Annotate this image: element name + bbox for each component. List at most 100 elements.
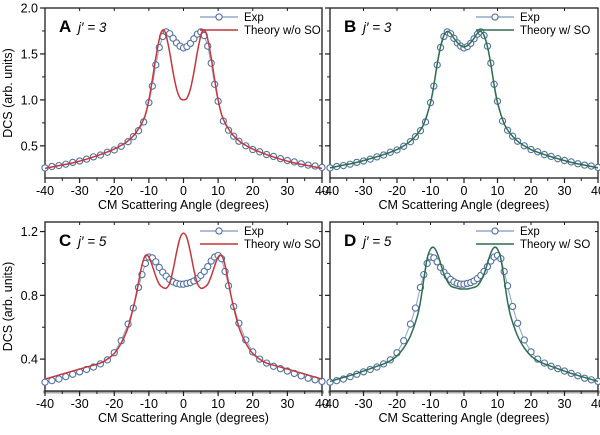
panel-A: -40 -30 -20 -10 0 10 20 30 40 0.5 1.0 1.5 2.0 A j′ = 3… (1, 2, 329, 213)
x-tick-label: -30 (71, 184, 89, 198)
exp-marker (513, 319, 522, 327)
x-tick-label: -40 (36, 397, 54, 411)
x-tick-label: 40 (591, 397, 600, 411)
exp-marker (62, 372, 70, 381)
x-tick-label: 40 (315, 184, 329, 198)
x-tick-label: -10 (140, 184, 158, 198)
panel-A-theory-curve (44, 29, 323, 170)
y-tick-label: 0.8 (21, 289, 38, 303)
x-tick-label: 10 (491, 397, 505, 411)
exp-marker (204, 262, 212, 271)
legend-entry-exp: Exp (476, 12, 540, 24)
x-tick-label: 0 (461, 397, 468, 411)
x-tick-label: 30 (558, 184, 572, 198)
x-tick-label: -10 (140, 397, 158, 411)
panel-D-theory-curve (329, 246, 599, 383)
panel-B-theory-curve (329, 30, 599, 169)
x-tick-label: -10 (421, 397, 439, 411)
exp-marker (152, 258, 160, 266)
x-tick-label: -40 (36, 184, 54, 198)
legend-marker-sample (491, 227, 499, 235)
exp-marker (400, 337, 408, 345)
exp-marker (55, 375, 63, 383)
legend-label: Theory w/ SO (520, 25, 590, 37)
x-tick-label: -20 (388, 184, 406, 198)
legend-entry-exp: Exp (200, 12, 264, 24)
legend-entry-theory: Theory w/o SO (200, 25, 321, 37)
y-tick-label: 2.0 (21, 2, 38, 16)
legend-marker-sample (215, 13, 223, 21)
legend-label: Theory w/ SO (520, 239, 590, 251)
x-tick-label: 30 (558, 397, 572, 411)
x-tick-label: 0 (180, 397, 187, 411)
legend-label: Theory w/o SO (244, 239, 321, 251)
legend-label: Exp (244, 12, 264, 24)
y-tick-label: 1.0 (21, 93, 38, 107)
y-tick-label: 0.5 (21, 139, 38, 153)
exp-marker (318, 377, 326, 386)
exp-marker (508, 302, 517, 311)
legend-entry-theory: Theory w/ SO (476, 25, 590, 37)
panel-letter: A (59, 17, 71, 36)
x-tick-label: 10 (211, 397, 225, 411)
y-tick-label: 0.4 (21, 353, 38, 367)
x-tick-label: 30 (280, 184, 294, 198)
x-axis-title: CM Scattering Angle (degrees) (379, 198, 550, 212)
x-tick-label: 40 (591, 184, 600, 198)
legend-label: Exp (520, 12, 540, 24)
x-tick-label: -20 (105, 397, 123, 411)
exp-marker (41, 378, 49, 386)
panel-letter: C (59, 231, 71, 250)
x-tick-label: -30 (354, 397, 372, 411)
x-tick-label: 0 (180, 184, 187, 198)
panel-state-label: j′ = 3 (76, 20, 107, 35)
legend-marker-sample (215, 227, 223, 235)
x-axis-title: CM Scattering Angle (degrees) (98, 198, 269, 212)
exp-marker (48, 376, 56, 385)
panel-C-theory-curve (44, 232, 323, 380)
exp-marker (406, 320, 415, 328)
y-tick-label: 1.5 (21, 47, 38, 61)
x-tick-label: -20 (388, 397, 406, 411)
y-axis-title: DCS (arb. units) (1, 48, 15, 138)
x-tick-label: -40 (321, 397, 339, 411)
exp-marker (249, 348, 257, 356)
legend-label: Exp (244, 226, 264, 238)
panel-letter: D (344, 231, 356, 250)
exp-marker (155, 263, 163, 272)
legend-entry-exp: Exp (476, 226, 540, 238)
x-tick-label: -20 (105, 184, 123, 198)
x-tick-label: -30 (71, 397, 89, 411)
x-axis-title: CM Scattering Angle (degrees) (379, 411, 550, 425)
x-tick-label: 30 (280, 397, 294, 411)
panel-state-label: j′ = 5 (76, 234, 107, 249)
x-axis-title: CM Scattering Angle (degrees) (98, 411, 269, 425)
y-axis-title: DCS (arb. units) (1, 262, 15, 352)
legend-marker-sample (491, 13, 499, 21)
x-tick-label: 20 (524, 397, 538, 411)
x-tick-label: 10 (211, 184, 225, 198)
exp-marker (200, 267, 208, 276)
legend-label: Theory w/o SO (244, 25, 321, 37)
exp-marker (411, 304, 420, 312)
x-tick-label: 40 (315, 397, 329, 411)
panel-state-label: j′ = 5 (361, 234, 392, 249)
legend-label: Exp (520, 226, 540, 238)
exp-marker (520, 336, 528, 344)
panel-state-label: j′ = 3 (361, 20, 392, 35)
x-tick-label: 20 (524, 184, 538, 198)
panel-letter: B (344, 17, 356, 36)
legend-entry-theory: Theory w/ SO (476, 239, 590, 251)
x-tick-label: 0 (461, 184, 468, 198)
x-tick-label: 10 (491, 184, 505, 198)
legend-entry-exp: Exp (200, 226, 264, 238)
x-tick-label: -40 (321, 184, 339, 198)
x-tick-label: 20 (246, 397, 260, 411)
x-tick-label: 20 (246, 184, 260, 198)
legend-entry-theory: Theory w/o SO (200, 239, 321, 251)
